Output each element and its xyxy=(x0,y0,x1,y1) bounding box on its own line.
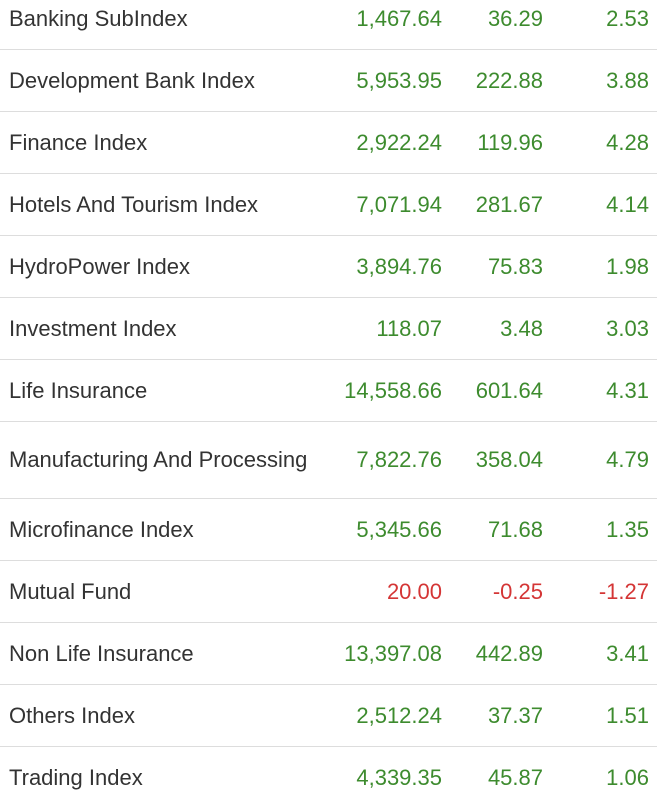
point-change: 119.96 xyxy=(450,111,555,174)
percent-change: -1.27 xyxy=(555,560,657,623)
index-value: 5,345.66 xyxy=(320,498,450,561)
sector-name[interactable]: Mutual Fund xyxy=(0,560,320,623)
percent-change: 4.31 xyxy=(555,359,657,422)
sector-name[interactable]: Non Life Insurance xyxy=(0,622,320,685)
point-change: -0.25 xyxy=(450,560,555,623)
point-change: 358.04 xyxy=(450,421,555,499)
table-row[interactable]: Manufacturing And Processing 7,822.76 358.… xyxy=(0,421,657,499)
table-row[interactable]: Non Life Insurance 13,397.08 442.89 3.41 xyxy=(0,622,657,685)
point-change: 442.89 xyxy=(450,622,555,685)
point-change: 71.68 xyxy=(450,498,555,561)
percent-change: 4.79 xyxy=(555,421,657,499)
table-row[interactable]: Others Index 2,512.24 37.37 1.51 xyxy=(0,684,657,747)
index-value: 13,397.08 xyxy=(320,622,450,685)
table-row[interactable]: Mutual Fund 20.00 -0.25 -1.27 xyxy=(0,560,657,623)
index-value: 4,339.35 xyxy=(320,746,450,800)
index-value: 5,953.95 xyxy=(320,49,450,112)
point-change: 75.83 xyxy=(450,235,555,298)
percent-change: 1.06 xyxy=(555,746,657,800)
index-value: 20.00 xyxy=(320,560,450,623)
percent-change: 3.03 xyxy=(555,297,657,360)
point-change: 601.64 xyxy=(450,359,555,422)
point-change: 281.67 xyxy=(450,173,555,236)
table-row[interactable]: Finance Index 2,922.24 119.96 4.28 xyxy=(0,111,657,174)
sector-name[interactable]: Banking SubIndex xyxy=(0,0,320,50)
sector-name[interactable]: Life Insurance xyxy=(0,359,320,422)
sector-name[interactable]: HydroPower Index xyxy=(0,235,320,298)
sector-name[interactable]: Development Bank Index xyxy=(0,49,320,112)
percent-change: 3.41 xyxy=(555,622,657,685)
point-change: 36.29 xyxy=(450,0,555,50)
sector-name[interactable]: Manufacturing And Processing xyxy=(0,421,320,499)
percent-change: 1.98 xyxy=(555,235,657,298)
sector-name[interactable]: Investment Index xyxy=(0,297,320,360)
index-value: 2,512.24 xyxy=(320,684,450,747)
point-change: 3.48 xyxy=(450,297,555,360)
percent-change: 4.14 xyxy=(555,173,657,236)
percent-change: 1.35 xyxy=(555,498,657,561)
point-change: 222.88 xyxy=(450,49,555,112)
table-row[interactable]: Trading Index 4,339.35 45.87 1.06 xyxy=(0,746,657,800)
table-row[interactable]: HydroPower Index 3,894.76 75.83 1.98 xyxy=(0,235,657,298)
point-change: 45.87 xyxy=(450,746,555,800)
percent-change: 1.51 xyxy=(555,684,657,747)
table-row[interactable]: Life Insurance 14,558.66 601.64 4.31 xyxy=(0,359,657,422)
table-row[interactable]: Investment Index 118.07 3.48 3.03 xyxy=(0,297,657,360)
sector-name[interactable]: Finance Index xyxy=(0,111,320,174)
index-value: 7,071.94 xyxy=(320,173,450,236)
table-row[interactable]: Hotels And Tourism Index 7,071.94 281.67 4.… xyxy=(0,173,657,236)
percent-change: 4.28 xyxy=(555,111,657,174)
index-value: 3,894.76 xyxy=(320,235,450,298)
index-value: 1,467.64 xyxy=(320,0,450,50)
table-row[interactable]: Development Bank Index 5,953.95 222.88 3.88 xyxy=(0,49,657,112)
index-value: 7,822.76 xyxy=(320,421,450,499)
table-row[interactable]: Microfinance Index 5,345.66 71.68 1.35 xyxy=(0,498,657,561)
table-row[interactable]: Banking SubIndex 1,467.64 36.29 2.53 xyxy=(0,0,657,50)
percent-change: 3.88 xyxy=(555,49,657,112)
sector-name[interactable]: Hotels And Tourism Index xyxy=(0,173,320,236)
index-value: 14,558.66 xyxy=(320,359,450,422)
sector-name[interactable]: Others Index xyxy=(0,684,320,747)
index-value: 118.07 xyxy=(320,297,450,360)
point-change: 37.37 xyxy=(450,684,555,747)
sector-name[interactable]: Microfinance Index xyxy=(0,498,320,561)
percent-change: 2.53 xyxy=(555,0,657,50)
index-value: 2,922.24 xyxy=(320,111,450,174)
sector-name[interactable]: Trading Index xyxy=(0,746,320,800)
